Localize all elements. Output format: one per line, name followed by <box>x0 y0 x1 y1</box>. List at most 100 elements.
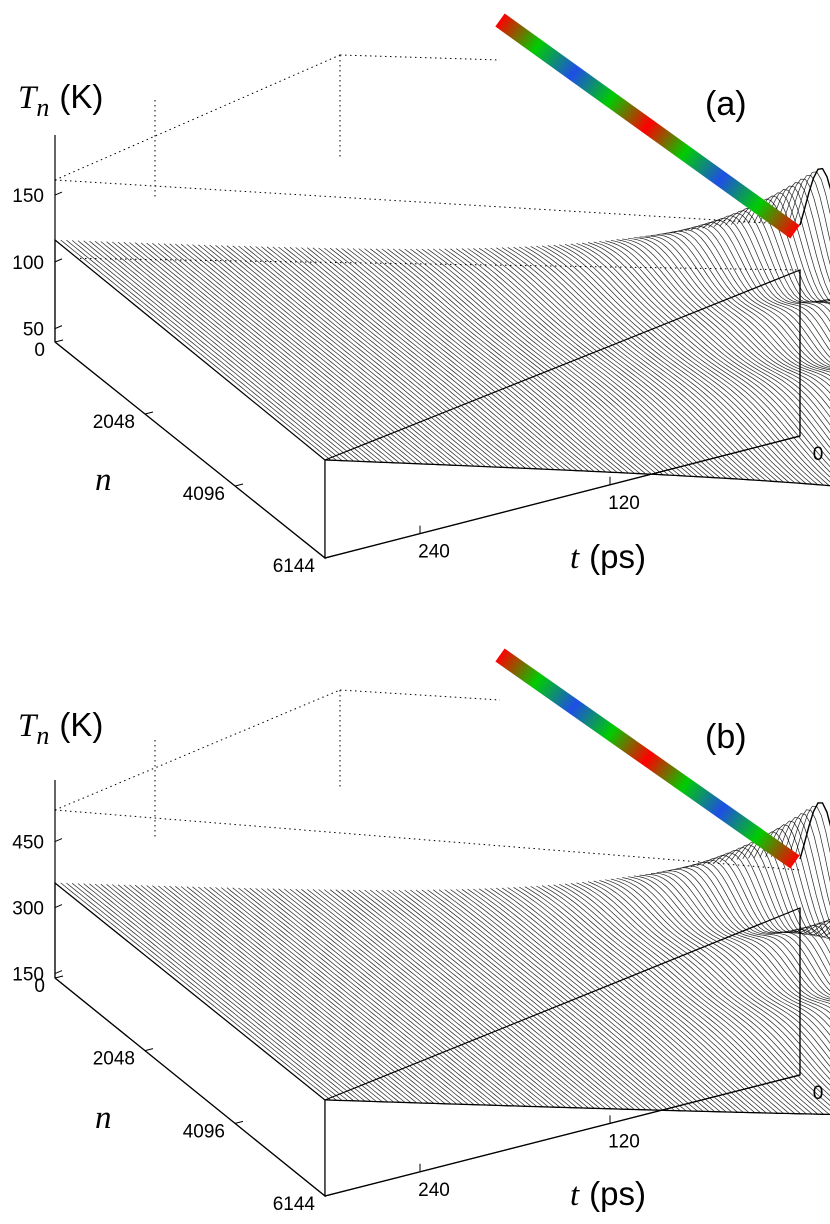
surface-line <box>484 888 756 1113</box>
surface-line <box>278 246 549 470</box>
surface-line <box>226 245 498 468</box>
surface-line <box>455 889 727 1113</box>
surface-line <box>467 248 738 480</box>
surface-line <box>685 225 830 366</box>
surface-line <box>587 242 830 462</box>
surface-line <box>404 889 675 1111</box>
surface-line <box>696 222 830 358</box>
colorbar <box>495 648 800 869</box>
surface-line <box>656 871 830 1009</box>
surface-line <box>369 248 641 474</box>
surface-line <box>541 245 813 485</box>
axes-box <box>54 780 801 1198</box>
surface-line <box>112 241 383 463</box>
surface-line <box>66 882 337 1101</box>
surface-line <box>490 247 761 481</box>
surface-line <box>501 247 773 482</box>
surface-mesh <box>54 802 830 1116</box>
surface-line <box>249 246 521 469</box>
surface-line <box>123 884 395 1103</box>
surface-line <box>782 813 830 907</box>
surface-line <box>536 885 807 1115</box>
z-axis-unit: (K) <box>59 706 103 743</box>
surface-line <box>220 887 492 1106</box>
surface-line <box>610 239 830 434</box>
surface-line <box>312 247 584 472</box>
t-axis-var: t <box>570 540 580 576</box>
z-ticks: 150 100 50 <box>12 186 63 341</box>
surface-line <box>450 248 721 479</box>
surface-line <box>650 872 830 1014</box>
surface-line <box>329 889 601 1109</box>
surface-line <box>582 242 830 468</box>
surface-line <box>576 243 830 473</box>
surface-line <box>398 889 670 1111</box>
surface-front-edge <box>324 459 830 487</box>
surface-line <box>66 239 337 461</box>
surface-line <box>180 243 452 466</box>
z-axis-sub: n <box>36 721 49 750</box>
surface-line <box>272 888 544 1108</box>
panel-b: 450 300 150 0 2048 4096 6144 0 120 240 Tn (K) (b… <box>12 648 830 1215</box>
surface-line <box>645 873 830 1020</box>
t-ticks: 0 120 240 <box>418 1067 823 1201</box>
surface-line <box>94 241 366 462</box>
surface-line <box>255 888 526 1107</box>
surface-line <box>427 248 698 477</box>
surface-line <box>261 888 532 1107</box>
z-axis-label: Tn (K) <box>18 78 103 122</box>
surface-line <box>169 885 440 1104</box>
surface-line <box>381 248 652 475</box>
axes-box <box>54 135 801 560</box>
surface-line <box>519 886 790 1114</box>
z-axis-label: Tn (K) <box>18 706 103 750</box>
t-tick-label: 240 <box>418 1180 450 1201</box>
z-tick-mark <box>54 325 63 330</box>
surface-line <box>559 883 830 1115</box>
t-axis-var: t <box>570 1177 580 1213</box>
surface-line <box>507 887 778 1114</box>
guide-lines <box>54 689 801 871</box>
surface-line <box>742 838 830 936</box>
z-tick-mark <box>54 970 63 975</box>
surface-line <box>134 884 406 1103</box>
surface-line <box>656 233 830 376</box>
surface-line <box>146 242 417 464</box>
surface-line <box>106 884 377 1102</box>
surface-line <box>77 883 349 1101</box>
surface-line <box>347 248 618 473</box>
surface-line <box>410 248 681 476</box>
surface-line <box>192 886 463 1105</box>
surface-line <box>450 889 721 1113</box>
surface-line <box>645 235 830 387</box>
back-gridline <box>339 54 501 61</box>
surface-line <box>708 217 830 343</box>
surface-line <box>152 885 423 1104</box>
surface-line <box>478 888 750 1113</box>
surface-line <box>306 889 578 1109</box>
surface-line <box>163 885 435 1104</box>
surface-line <box>599 880 830 1080</box>
surface-line <box>83 883 354 1102</box>
surface-line <box>473 888 744 1113</box>
colorbar <box>495 13 800 239</box>
surface-line <box>335 889 607 1109</box>
z-axis-sub: n <box>36 93 49 122</box>
surface-line <box>513 246 784 483</box>
back-gridline <box>54 257 801 271</box>
surface-line <box>444 248 715 478</box>
surface-line <box>129 242 400 464</box>
surface-line <box>283 888 555 1108</box>
t-tick-label: 240 <box>418 542 450 563</box>
surface-line <box>736 204 830 303</box>
surface-line <box>100 241 372 463</box>
surface-line <box>112 884 383 1103</box>
surface-line <box>725 210 830 313</box>
surface-line <box>742 201 830 303</box>
surface-line <box>266 888 538 1107</box>
surface-line <box>461 248 733 479</box>
z-tick-label: 300 <box>12 899 44 920</box>
surface-line <box>639 236 830 394</box>
n-axis-label: n <box>95 462 112 498</box>
